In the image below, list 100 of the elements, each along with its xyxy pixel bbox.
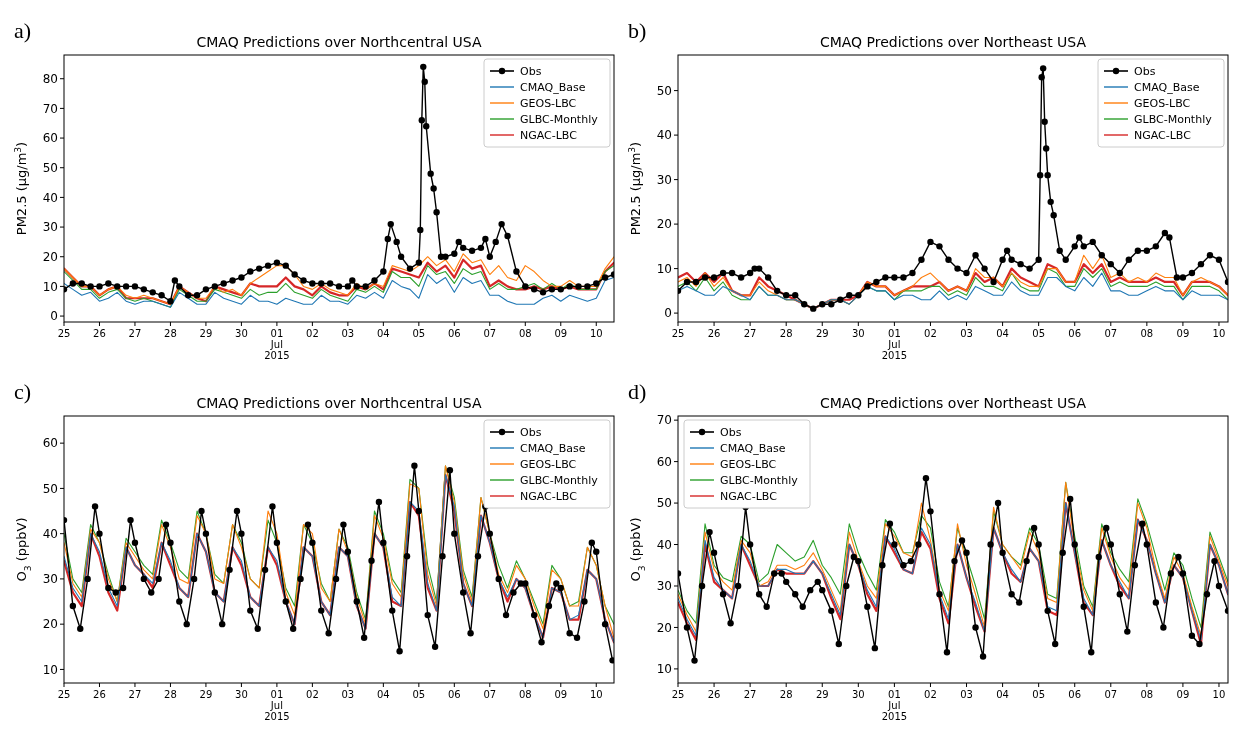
y-tick-label: 40 (656, 128, 672, 143)
text: b) (628, 18, 647, 43)
x-tick-label: 26 (93, 689, 106, 700)
x-tick-label: 02 (306, 689, 319, 700)
legend-label: GLBC-Monthly (520, 112, 599, 126)
y-tick-label: 50 (42, 160, 58, 175)
x-tick-label: 27 (128, 328, 142, 339)
legend-label: GLBC-Monthly (720, 473, 799, 487)
x-tick-label: 04 (996, 328, 1009, 339)
x-tick-label: 04 (376, 328, 390, 339)
x-tick-label: 30 (235, 689, 248, 700)
x-tick-label: 01 Jul 2015 (881, 328, 908, 361)
y-tick-label: 20 (42, 617, 58, 632)
x-tick-label: 10 (1212, 328, 1226, 339)
y-tick-label: 60 (656, 454, 672, 469)
x-tick-label: 06 (447, 689, 461, 700)
legend-label: GEOS-LBC (520, 457, 577, 471)
x-tick-label: 27 (743, 689, 757, 700)
chart-title: CMAQ Predictions over Northeast USA (819, 34, 1087, 50)
y-tick-label: 20 (656, 217, 672, 232)
x-tick-label: 10 (1212, 689, 1226, 700)
legend-label: Obs (520, 425, 542, 439)
x-tick-label: 03 (960, 328, 973, 339)
x-tick-label: 01 Jul 2015 (264, 328, 290, 361)
y-tick-label: 30 (656, 172, 672, 187)
x-tick-label: 28 (164, 689, 177, 700)
x-tick-label: 08 (1140, 689, 1154, 700)
x-tick-label: 27 (128, 689, 142, 700)
x-tick-label: 04 (376, 689, 390, 700)
x-tick-label: 09 (1176, 689, 1190, 700)
y-tick-label: 0 (664, 306, 672, 321)
x-tick-label: 05 (1032, 328, 1046, 339)
x-tick-label: 06 (1068, 689, 1082, 700)
x-tick-label: 25 (671, 328, 685, 339)
x-tick-label: 04 (996, 689, 1009, 700)
legend-label: GLBC-Monthly (520, 473, 599, 487)
legend-label: CMAQ_Base (520, 80, 586, 94)
x-tick-label: 08 (518, 328, 532, 339)
x-tick-label: 02 (924, 689, 937, 700)
y-tick-label: 10 (42, 279, 58, 294)
x-tick-label: 25 (57, 689, 71, 700)
legend-label: GLBC-Monthly (1134, 112, 1213, 126)
x-tick-label: 06 (1068, 328, 1082, 339)
x-tick-label: 09 (554, 689, 568, 700)
x-tick-label: 03 (960, 689, 973, 700)
y-tick-label: 50 (656, 496, 672, 511)
y-tick-label: 40 (656, 537, 672, 552)
x-tick-label: 02 (924, 328, 937, 339)
y-tick-label: 80 (42, 71, 58, 86)
y-tick-label: 50 (656, 83, 672, 98)
x-tick-label: 07 (1104, 689, 1118, 700)
x-tick-label: 10 (589, 328, 603, 339)
legend-label: GEOS-LBC (720, 457, 777, 471)
y-tick-label: 70 (656, 413, 672, 428)
y-tick-label: 60 (42, 436, 58, 451)
x-tick-label: 29 (815, 328, 829, 339)
y-tick-label: 30 (42, 220, 58, 235)
legend-label: CMAQ_Base (1134, 80, 1200, 94)
chart-title: CMAQ Predictions over Northcentral USA (196, 34, 482, 50)
legend-label: NGAC-LBC (1134, 128, 1192, 142)
y-tick-label: 70 (42, 101, 58, 116)
x-tick-label: 30 (235, 328, 248, 339)
x-tick-label: 28 (779, 689, 793, 700)
chart-title: CMAQ Predictions over Northeast USA (819, 395, 1087, 411)
text: c) (14, 379, 32, 404)
legend-label: Obs (520, 64, 542, 78)
x-tick-label: 08 (518, 689, 532, 700)
y-tick-label: 40 (42, 526, 58, 541)
x-tick-label: 09 (554, 328, 568, 339)
legend-label: GEOS-LBC (520, 96, 577, 110)
legend-label: CMAQ_Base (520, 441, 586, 455)
x-tick-label: 29 (199, 689, 213, 700)
legend-label: Obs (720, 425, 742, 439)
y-tick-label: 20 (656, 620, 672, 635)
x-tick-label: 05 (412, 689, 426, 700)
x-tick-label: 07 (1104, 328, 1118, 339)
x-tick-label: 26 (93, 328, 106, 339)
y-tick-label: 30 (656, 579, 672, 594)
x-tick-label: 27 (743, 328, 757, 339)
text: d) (628, 379, 647, 404)
x-tick-label: 25 (57, 328, 71, 339)
y-tick-label: 20 (42, 249, 58, 264)
x-tick-label: 06 (447, 328, 461, 339)
x-tick-label: 25 (671, 689, 685, 700)
x-tick-label: 10 (589, 689, 603, 700)
x-tick-label: 01 Jul 2015 (264, 689, 290, 722)
x-tick-label: 26 (707, 328, 721, 339)
x-tick-label: 26 (707, 689, 721, 700)
y-tick-label: 30 (42, 572, 58, 587)
legend-label: GEOS-LBC (1134, 96, 1191, 110)
legend-label: Obs (1134, 64, 1156, 78)
x-tick-label: 01 Jul 2015 (881, 689, 908, 722)
y-tick-label: 10 (656, 261, 672, 276)
legend-label: NGAC-LBC (720, 489, 778, 503)
x-tick-label: 30 (851, 689, 865, 700)
x-tick-label: 29 (815, 689, 829, 700)
chart-title: CMAQ Predictions over Northcentral USA (196, 395, 482, 411)
x-tick-label: 03 (341, 689, 355, 700)
legend-label: NGAC-LBC (520, 128, 578, 142)
x-tick-label: 02 (306, 328, 319, 339)
